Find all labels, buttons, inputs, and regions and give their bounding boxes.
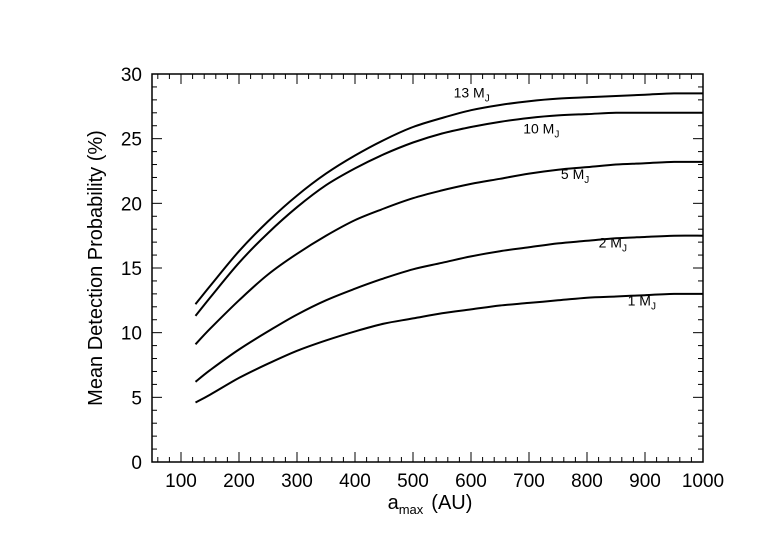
- series-label: 1 MJ: [628, 293, 656, 313]
- x-tick-label: 600: [455, 471, 487, 492]
- y-axis-title: Mean Detection Probability (%): [85, 130, 107, 406]
- x-tick-label: 400: [339, 471, 371, 492]
- x-tick-labels: 100 200 300 400 500 600 700 800 900 1000: [165, 471, 724, 492]
- series-labels: 13 MJ 10 MJ 5 MJ 2 MJ 1 MJ: [454, 84, 656, 312]
- y-tick-label: 15: [121, 259, 142, 280]
- series-line: [194, 111, 703, 317]
- x-axis-title: amax (AU): [388, 492, 473, 517]
- x-tick-label: 300: [281, 471, 313, 492]
- series-line: [195, 292, 704, 404]
- series-line: [194, 92, 704, 305]
- y-tick-label: 25: [121, 130, 142, 151]
- series-line: [194, 160, 704, 345]
- x-tick-label: 700: [513, 471, 545, 492]
- x-tick-label: 100: [165, 471, 197, 492]
- y-tick-label: 5: [131, 388, 142, 409]
- series-label: 10 MJ: [523, 120, 559, 140]
- x-tick-label: 800: [571, 471, 603, 492]
- series-label: 13 MJ: [454, 84, 490, 104]
- y-tick-label: 30: [121, 65, 142, 86]
- series-label: 2 MJ: [599, 234, 627, 254]
- x-tick-label: 500: [397, 471, 429, 492]
- x-tick-label: 1000: [682, 471, 724, 492]
- x-tick-label: 900: [629, 471, 661, 492]
- series-label: 5 MJ: [561, 166, 589, 186]
- x-tick-label: 200: [223, 471, 255, 492]
- series-line: [194, 234, 704, 383]
- y-tick-label: 0: [131, 453, 142, 474]
- y-tick-labels: 0 5 10 15 20 25 30: [121, 65, 142, 474]
- y-tick-label: 20: [121, 194, 142, 215]
- y-tick-label: 10: [121, 324, 142, 345]
- series-lines: [194, 92, 704, 404]
